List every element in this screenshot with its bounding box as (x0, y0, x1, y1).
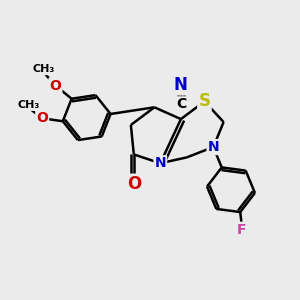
Text: O: O (36, 111, 48, 125)
Text: O: O (127, 175, 141, 193)
Text: F: F (237, 223, 246, 237)
Text: CH₃: CH₃ (32, 64, 55, 74)
Text: N: N (208, 140, 219, 154)
Text: CH₃: CH₃ (18, 100, 40, 110)
Text: N: N (154, 156, 166, 170)
Text: N: N (174, 76, 188, 94)
Text: O: O (50, 79, 61, 92)
Text: C: C (176, 98, 186, 111)
Text: S: S (199, 92, 211, 110)
